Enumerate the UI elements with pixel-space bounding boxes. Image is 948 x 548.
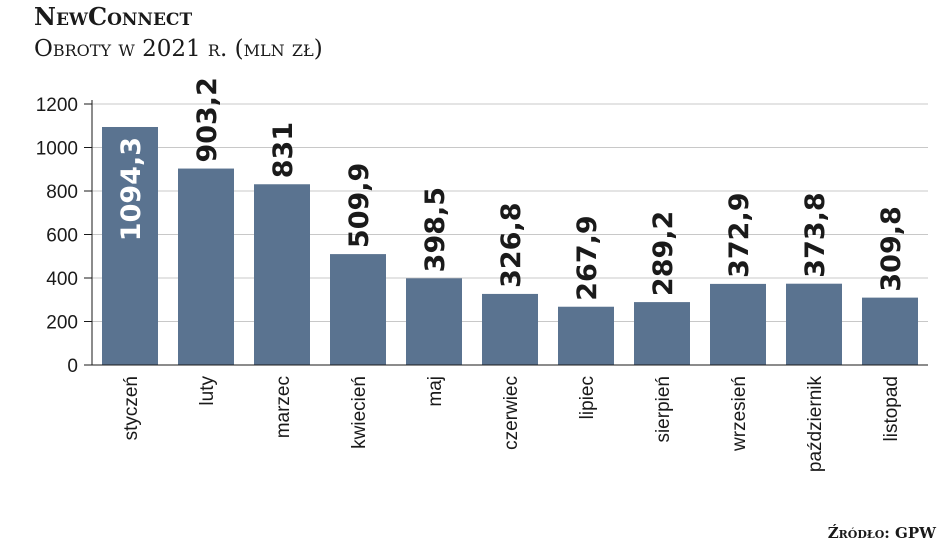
x-tick-label: wrzesień (729, 376, 750, 452)
bar (406, 278, 462, 365)
bar (862, 297, 918, 365)
value-label: 373,8 (800, 192, 831, 277)
value-label: 326,8 (496, 203, 527, 288)
x-tick-label: październik (805, 376, 826, 473)
value-label: 289,2 (648, 211, 679, 296)
bar (482, 293, 538, 365)
x-tick-label: luty (197, 376, 218, 406)
y-tick-label: 200 (46, 313, 78, 334)
bar (178, 168, 234, 365)
chart-subtitle: Obroty w 2021 r. (mln zł) (34, 36, 323, 62)
bar (102, 126, 158, 366)
value-label: 372,9 (724, 192, 755, 277)
y-tick-label: 0 (67, 356, 78, 377)
value-label: 267,9 (572, 215, 603, 300)
value-label: 903,2 (192, 77, 223, 162)
x-tick-label: maj (425, 376, 446, 407)
x-tick-label: styczeń (121, 376, 142, 440)
y-tick-label: 1000 (36, 139, 78, 160)
bar (786, 283, 842, 365)
value-label: 398,5 (420, 187, 451, 272)
bar (634, 302, 690, 365)
bar (254, 184, 310, 365)
x-tick-label: marzec (273, 376, 294, 438)
bar (558, 306, 614, 365)
value-label: 509,9 (344, 163, 375, 248)
bar (330, 254, 386, 365)
x-tick-label: listopad (881, 376, 902, 442)
value-label: 309,8 (876, 206, 907, 291)
bar (710, 283, 766, 365)
y-tick-label: 1200 (36, 95, 78, 116)
y-tick-label: 400 (46, 269, 78, 290)
x-tick-label: lipiec (577, 376, 598, 419)
chart-title: NewConnect (34, 2, 193, 31)
x-tick-label: czerwiec (501, 376, 522, 450)
value-label: 1094,3 (116, 137, 147, 241)
source-note: Źródło: GPW (827, 524, 936, 542)
y-tick-label: 800 (46, 182, 78, 203)
y-tick-label: 600 (46, 226, 78, 247)
value-label: 831 (268, 122, 299, 178)
x-tick-label: kwiecień (349, 376, 370, 449)
x-tick-label: sierpień (653, 376, 674, 443)
